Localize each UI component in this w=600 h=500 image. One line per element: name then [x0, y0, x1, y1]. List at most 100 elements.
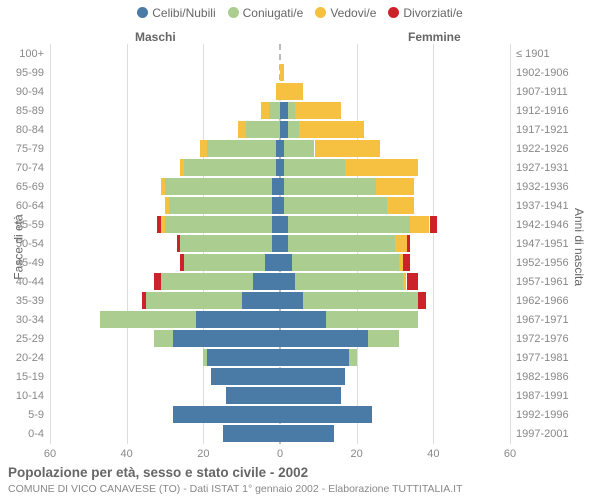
male-bar: [50, 272, 280, 291]
legend-swatch: [388, 7, 399, 18]
female-bar: [280, 424, 510, 443]
female-bar: [280, 101, 510, 120]
bar-row: [50, 101, 510, 120]
legend-swatch: [228, 7, 239, 18]
birth-label: 1967-1971: [516, 314, 600, 326]
female-bar: [280, 348, 510, 367]
female-bar: [280, 253, 510, 272]
bar-segment: [295, 273, 402, 290]
female-title: Femmine: [408, 30, 461, 44]
bar-segment: [161, 216, 165, 233]
bar-segment: [280, 330, 368, 347]
bar-segment: [280, 387, 341, 404]
birth-label: 1912-1916: [516, 105, 600, 117]
bar-row: [50, 348, 510, 367]
female-bar: [280, 196, 510, 215]
bar-row: [50, 329, 510, 348]
female-bar: [280, 120, 510, 139]
birth-label: 1952-1956: [516, 257, 600, 269]
bar-segment: [418, 292, 426, 309]
bar-row: [50, 158, 510, 177]
bar-segment: [288, 216, 411, 233]
male-bar: [50, 177, 280, 196]
female-bar: [280, 386, 510, 405]
male-bar: [50, 291, 280, 310]
male-bar: [50, 386, 280, 405]
bar-segment: [200, 140, 208, 157]
bar-row: [50, 139, 510, 158]
caption-title: Popolazione per età, sesso e stato civil…: [8, 465, 308, 480]
legend-swatch: [137, 7, 148, 18]
bar-segment: [238, 121, 246, 138]
age-label: 5-9: [0, 409, 44, 421]
birth-label: 1922-1926: [516, 143, 600, 155]
bar-segment: [403, 254, 411, 271]
male-bar: [50, 310, 280, 329]
bar-segment: [288, 102, 296, 119]
legend-item: Coniugati/e: [228, 6, 304, 20]
female-bar: [280, 158, 510, 177]
bar-row: [50, 424, 510, 443]
bar-segment: [161, 273, 253, 290]
male-bar: [50, 63, 280, 82]
bar-segment: [303, 292, 418, 309]
bar-segment: [288, 235, 395, 252]
bar-segment: [284, 178, 376, 195]
bar-row: [50, 177, 510, 196]
male-bar: [50, 253, 280, 272]
bar-segment: [410, 216, 429, 233]
bar-segment: [280, 216, 288, 233]
age-label: 85-89: [0, 105, 44, 117]
bar-segment: [261, 102, 269, 119]
bar-segment: [326, 311, 418, 328]
bar-segment: [165, 216, 272, 233]
x-tick-label: 40: [427, 448, 439, 460]
male-title: Maschi: [135, 30, 176, 44]
bar-row: [50, 63, 510, 82]
bar-row: [50, 234, 510, 253]
age-label: 10-14: [0, 390, 44, 402]
bar-segment: [315, 140, 380, 157]
x-tick-label: 0: [277, 448, 283, 460]
birth-label: 1962-1966: [516, 295, 600, 307]
bar-segment: [280, 292, 303, 309]
bar-segment: [376, 178, 414, 195]
bar-segment: [280, 406, 372, 423]
bar-segment: [146, 292, 242, 309]
bar-segment: [280, 102, 288, 119]
bar-segment: [272, 216, 280, 233]
bar-row: [50, 120, 510, 139]
bar-segment: [226, 387, 280, 404]
bar-segment: [100, 311, 196, 328]
age-label: 90-94: [0, 86, 44, 98]
age-label: 40-44: [0, 276, 44, 288]
bar-segment: [368, 330, 399, 347]
x-tick-label: 60: [44, 448, 56, 460]
male-bar: [50, 367, 280, 386]
male-bar: [50, 234, 280, 253]
bar-segment: [165, 197, 169, 214]
male-bar: [50, 44, 280, 63]
female-bar: [280, 139, 510, 158]
female-bar: [280, 234, 510, 253]
bar-segment: [142, 292, 146, 309]
bar-segment: [154, 273, 162, 290]
bar-segment: [280, 349, 349, 366]
birth-label: 1957-1961: [516, 276, 600, 288]
legend-item: Vedovi/e: [315, 6, 376, 20]
birth-label: 1937-1941: [516, 200, 600, 212]
female-bar: [280, 177, 510, 196]
bar-segment: [280, 254, 292, 271]
bar-segment: [395, 235, 407, 252]
birth-label: 1972-1976: [516, 333, 600, 345]
bar-row: [50, 310, 510, 329]
bar-segment: [207, 349, 280, 366]
female-bar: [280, 367, 510, 386]
male-bar: [50, 348, 280, 367]
male-bar: [50, 196, 280, 215]
bar-segment: [280, 83, 303, 100]
bar-segment: [280, 235, 288, 252]
male-bar: [50, 120, 280, 139]
female-bar: [280, 329, 510, 348]
age-label: 100+: [0, 48, 44, 60]
